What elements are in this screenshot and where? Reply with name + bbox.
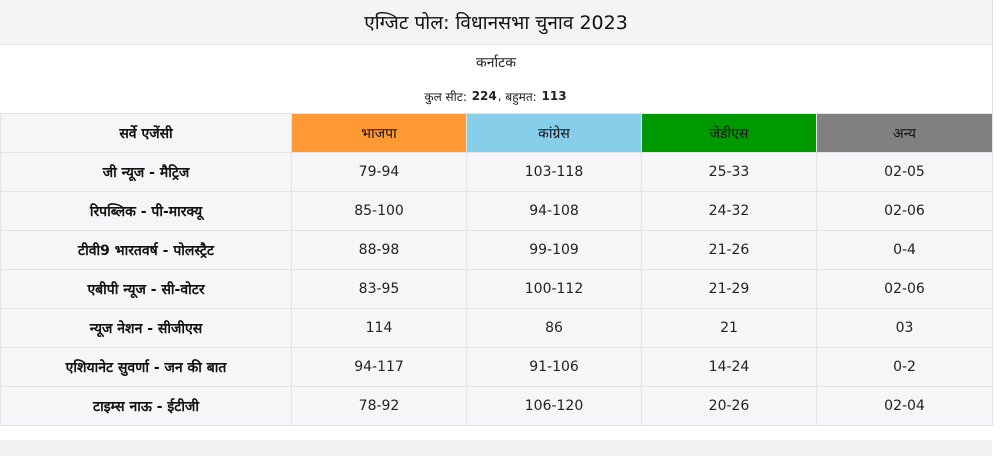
header-congress: कांग्रेस [466,113,642,153]
majority-label: बहुमत: [505,89,537,104]
others-seats: 0-2 [816,347,993,387]
others-seats: 02-06 [816,269,993,309]
table-row: टीवी9 भारतवर्ष - पोलस्ट्रैट 88-98 99-109… [0,230,993,270]
bjp-seats: 79-94 [291,152,467,192]
table-row: एबीपी न्यूज - सी-वोटर 83-95 100-112 21-2… [0,269,993,309]
congress-seats: 103-118 [466,152,642,192]
page-title: एग्जिट पोल: विधानसभा चुनाव 2023 [0,0,992,45]
jds-seats: 21-29 [641,269,817,309]
agency-name: टाइम्स नाऊ - ईटीजी [0,386,292,426]
others-seats: 03 [816,308,993,348]
page-footer-strip [0,440,992,456]
header-agency: सर्वे एजेंसी [0,113,292,153]
congress-seats: 91-106 [466,347,642,387]
jds-seats: 21 [641,308,817,348]
congress-seats: 86 [466,308,642,348]
header-bjp: भाजपा [291,113,467,153]
exit-poll-widget: एग्जिट पोल: विधानसभा चुनाव 2023 कर्नाटक … [0,0,993,426]
bjp-seats: 114 [291,308,467,348]
table-row: एशियानेट सुवर्णा - जन की बात 94-117 91-1… [0,347,993,387]
agency-name: जी न्यूज - मैट्रिज [0,152,292,192]
others-seats: 02-04 [816,386,993,426]
agency-name: एशियानेट सुवर्णा - जन की बात [0,347,292,387]
jds-seats: 24-32 [641,191,817,231]
table-row: टाइम्स नाऊ - ईटीजी 78-92 106-120 20-26 0… [0,386,993,426]
congress-seats: 99-109 [466,230,642,270]
seat-summary: कुल सीट: 224, बहुमत: 113 [0,79,992,113]
table-header-row: सर्वे एजेंसी भाजपा कांग्रेस जेडीएस अन्य [0,113,993,153]
agency-name: रिपब्लिक - पी-मारक्यू [0,191,292,231]
bjp-seats: 88-98 [291,230,467,270]
bjp-seats: 94-117 [291,347,467,387]
bjp-seats: 83-95 [291,269,467,309]
congress-seats: 94-108 [466,191,642,231]
others-seats: 02-06 [816,191,993,231]
congress-seats: 100-112 [466,269,642,309]
agency-name: एबीपी न्यूज - सी-वोटर [0,269,292,309]
others-seats: 02-05 [816,152,993,192]
jds-seats: 21-26 [641,230,817,270]
jds-seats: 14-24 [641,347,817,387]
majority-value: 113 [541,89,567,103]
seat-separator: , [497,89,502,103]
total-seats-value: 224 [471,89,497,103]
bjp-seats: 78-92 [291,386,467,426]
state-name: कर्नाटक [476,54,516,71]
others-seats: 0-4 [816,230,993,270]
table-row: रिपब्लिक - पी-मारक्यू 85-100 94-108 24-3… [0,191,993,231]
table-row: न्यूज नेशन - सीजीएस 114 86 21 03 [0,308,993,348]
exit-poll-table: सर्वे एजेंसी भाजपा कांग्रेस जेडीएस अन्य … [0,113,993,426]
header-others: अन्य [816,113,993,153]
bjp-seats: 85-100 [291,191,467,231]
table-row: जी न्यूज - मैट्रिज 79-94 103-118 25-33 0… [0,152,993,192]
agency-name: टीवी9 भारतवर्ष - पोलस्ट्रैट [0,230,292,270]
agency-name: न्यूज नेशन - सीजीएस [0,308,292,348]
congress-seats: 106-120 [466,386,642,426]
jds-seats: 25-33 [641,152,817,192]
header-jds: जेडीएस [641,113,817,153]
jds-seats: 20-26 [641,386,817,426]
total-seats-label: कुल सीट: [424,89,467,104]
